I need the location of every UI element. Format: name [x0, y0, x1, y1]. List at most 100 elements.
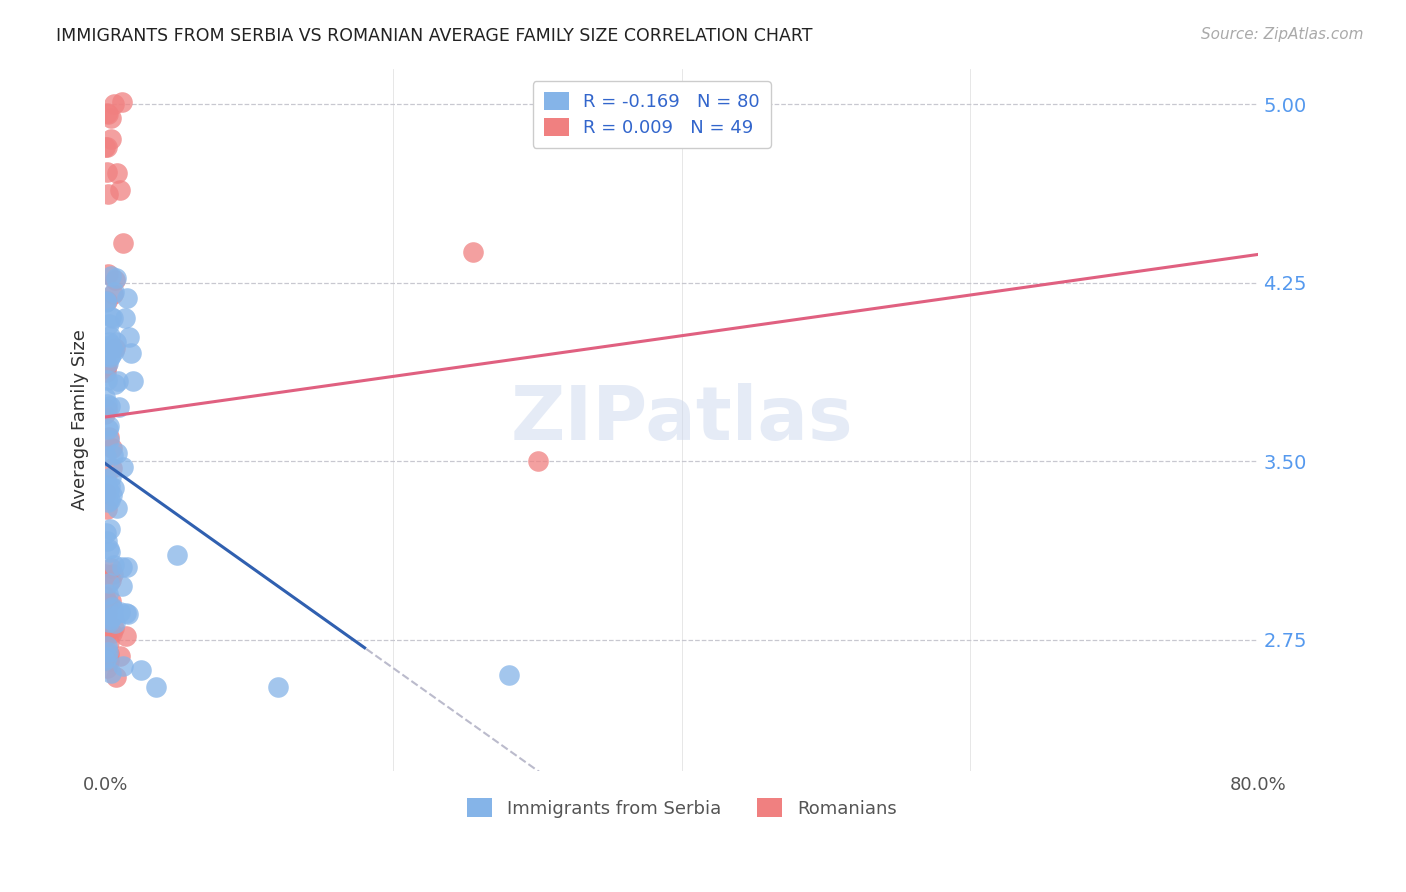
Point	[100, 112, 122, 126]
Point	[96, 534, 118, 549]
Point	[107, 374, 129, 388]
Point	[98, 612, 121, 626]
Point	[461, 244, 484, 259]
Point	[98, 433, 121, 447]
Point	[101, 342, 124, 356]
Point	[94, 525, 117, 540]
Point	[96, 373, 118, 387]
Point	[96, 478, 118, 492]
Point	[101, 460, 124, 475]
Point	[104, 376, 127, 391]
Point	[105, 271, 128, 285]
Point	[121, 374, 143, 388]
Point	[100, 343, 122, 357]
Point	[98, 545, 121, 559]
Point	[101, 287, 124, 301]
Point	[97, 654, 120, 668]
Point	[103, 620, 125, 634]
Point	[101, 441, 124, 455]
Point	[114, 311, 136, 326]
Y-axis label: Average Family Size: Average Family Size	[72, 329, 89, 510]
Point	[94, 360, 117, 375]
Point	[97, 645, 120, 659]
Point	[100, 665, 122, 680]
Text: ZIPatlas: ZIPatlas	[510, 383, 853, 456]
Point	[111, 659, 134, 673]
Point	[115, 291, 138, 305]
Point	[498, 668, 520, 682]
Point	[105, 446, 128, 460]
Point	[101, 609, 124, 624]
Point	[94, 631, 117, 645]
Point	[103, 310, 125, 325]
Point	[94, 365, 117, 379]
Point	[115, 560, 138, 574]
Point	[98, 635, 121, 649]
Point	[111, 560, 134, 574]
Point	[103, 602, 125, 616]
Point	[101, 599, 124, 614]
Point	[526, 454, 548, 468]
Point	[98, 615, 121, 630]
Point	[98, 350, 121, 364]
Point	[111, 579, 134, 593]
Point	[267, 681, 290, 695]
Point	[100, 132, 122, 146]
Point	[120, 346, 142, 360]
Point	[98, 576, 121, 591]
Point	[98, 541, 121, 556]
Point	[94, 566, 117, 581]
Point	[108, 605, 131, 619]
Point	[98, 317, 121, 331]
Point	[94, 486, 117, 500]
Point	[103, 285, 125, 299]
Point	[101, 448, 124, 462]
Point	[103, 558, 125, 572]
Point	[96, 397, 118, 411]
Text: IMMIGRANTS FROM SERBIA VS ROMANIAN AVERAGE FAMILY SIZE CORRELATION CHART: IMMIGRANTS FROM SERBIA VS ROMANIAN AVERA…	[56, 27, 813, 45]
Point	[115, 629, 138, 643]
Point	[100, 310, 122, 325]
Point	[94, 294, 117, 309]
Point	[94, 652, 117, 666]
Point	[105, 166, 128, 180]
Point	[97, 341, 120, 355]
Point	[104, 341, 127, 355]
Point	[96, 106, 118, 120]
Point	[104, 273, 127, 287]
Point	[103, 481, 125, 495]
Point	[112, 236, 135, 251]
Point	[97, 484, 120, 499]
Point	[97, 422, 120, 436]
Point	[94, 390, 117, 404]
Point	[97, 268, 120, 282]
Point	[118, 330, 141, 344]
Point	[108, 400, 131, 414]
Point	[117, 607, 139, 621]
Point	[115, 606, 138, 620]
Point	[103, 343, 125, 358]
Point	[104, 334, 127, 349]
Point	[96, 661, 118, 675]
Point	[111, 95, 134, 109]
Point	[98, 522, 121, 536]
Point	[100, 488, 122, 502]
Point	[97, 186, 120, 201]
Point	[96, 164, 118, 178]
Point	[98, 329, 121, 343]
Point	[100, 348, 122, 362]
Point	[97, 586, 120, 600]
Point	[96, 140, 118, 154]
Point	[100, 594, 122, 608]
Point	[97, 356, 120, 370]
Point	[105, 670, 128, 684]
Point	[98, 399, 121, 413]
Point	[111, 459, 134, 474]
Point	[101, 567, 124, 582]
Point	[94, 590, 117, 604]
Legend: Immigrants from Serbia, Romanians: Immigrants from Serbia, Romanians	[460, 791, 904, 825]
Point	[103, 97, 125, 112]
Point	[100, 269, 122, 284]
Point	[98, 493, 121, 508]
Point	[97, 334, 120, 349]
